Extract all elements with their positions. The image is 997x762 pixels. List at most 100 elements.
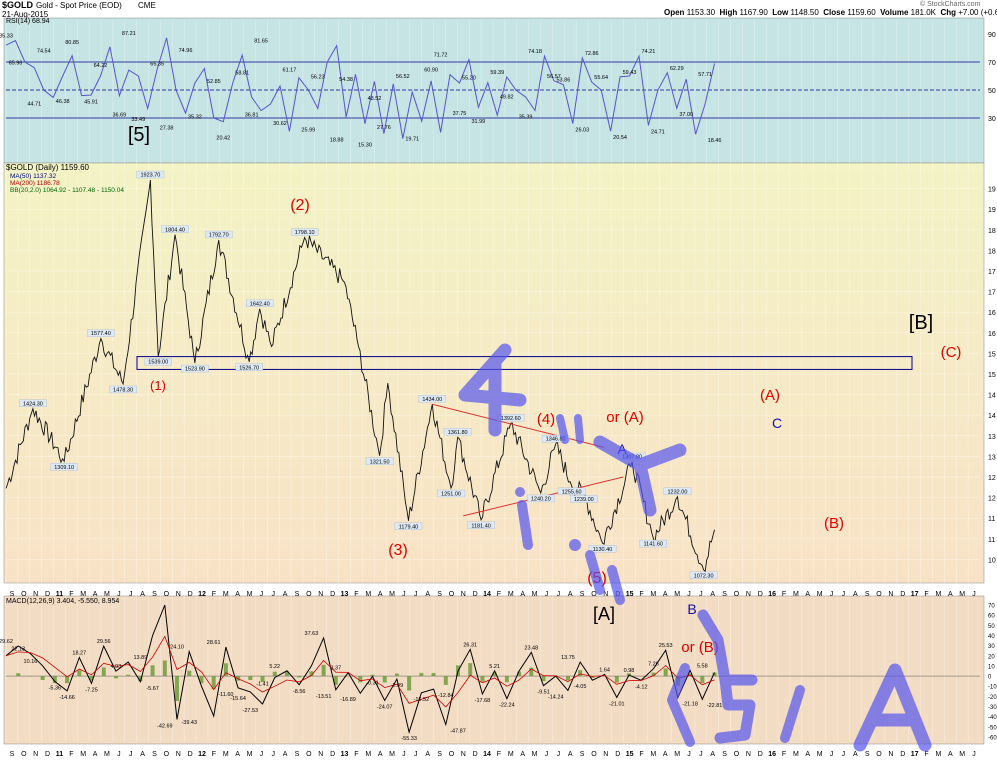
x-tick-label: J	[557, 751, 561, 758]
x-tick-label: S	[865, 751, 870, 758]
x-tick-label: J	[117, 751, 121, 758]
x-tick-label: M	[104, 591, 110, 598]
macd-value-label: 13.89	[133, 655, 147, 661]
x-tick-label: M	[247, 591, 253, 598]
pivot-label-text: 1424.30	[23, 401, 43, 407]
macd-histogram-bar	[65, 676, 70, 684]
x-tick-label: 15	[626, 591, 634, 598]
macd-value-label: 24.10	[170, 645, 184, 651]
wave-label: or (B)	[681, 639, 719, 656]
x-tick-label: N	[176, 591, 181, 598]
x-tick-label: A	[235, 751, 240, 758]
wave-label: (B)	[824, 515, 844, 532]
price-pivot-label: 1424.30	[19, 399, 47, 407]
macd-value-label: 29.56	[97, 639, 111, 645]
x-tick-label: O	[164, 591, 170, 598]
rsi-value-label: 72.86	[585, 51, 599, 57]
rsi-line	[5, 37, 715, 139]
x-tick-label: M	[674, 751, 680, 758]
macd-histogram-bar	[663, 668, 668, 677]
pivot-label-box	[418, 395, 447, 403]
macd-value-label: 4.93	[111, 664, 122, 670]
macd-value-label: 26.31	[463, 642, 477, 648]
macd-signal-line	[5, 635, 715, 708]
x-tick-label: M	[508, 591, 514, 598]
macd-value-label: 22.13	[11, 647, 25, 653]
rsi-value-label: 64.22	[94, 63, 108, 69]
pivot-label-text: 1798.10	[295, 230, 315, 236]
macd-value-label: 29.62	[0, 639, 13, 645]
overlay-dot	[515, 487, 525, 497]
x-tick-label: J	[842, 591, 846, 598]
price-pivot-label: 1240.20	[527, 494, 555, 503]
close-label: Close	[823, 8, 846, 17]
rsi-value-label: 71.72	[434, 53, 448, 59]
rsi-value-label: 81.65	[254, 39, 268, 45]
pivot-label-box	[235, 363, 263, 371]
rsi-value-label: 74.96	[179, 48, 193, 54]
open-label: Open	[664, 8, 685, 17]
price-pivot-label: 1434.00	[418, 395, 447, 403]
x-tick-label: J	[129, 751, 133, 758]
rsi-value-label: 65.35	[150, 62, 164, 68]
x-tick-label: J	[830, 751, 834, 758]
macd-histogram-bar	[223, 663, 228, 677]
pivot-label-box	[443, 428, 472, 436]
macd-histogram-bar	[529, 667, 534, 677]
overlay-scribble-jj	[585, 550, 625, 605]
macd-value-label: 5.21	[489, 664, 500, 670]
macd-value-label: -47.87	[450, 729, 466, 735]
price-pivot-label: 1130.40	[588, 545, 617, 553]
x-tick-label: F	[354, 751, 358, 758]
x-tick-label: A	[948, 751, 953, 758]
macd-value-label: -1.41	[256, 682, 269, 688]
price-y-tick: 15	[988, 351, 996, 358]
rsi-value-label: 33.49	[131, 117, 145, 123]
x-tick-label: O	[21, 751, 27, 758]
rsi-value-label: 65.96	[9, 61, 23, 67]
price-pivot-label: 1577.40	[87, 329, 115, 337]
rsi-value-label: 57.71	[698, 72, 712, 78]
price-y-tick: 16	[988, 310, 996, 317]
pivot-label-text: 1240.20	[531, 497, 551, 503]
x-tick-label: N	[318, 591, 323, 598]
price-pivot-label: 1179.40	[394, 522, 423, 530]
x-tick-label: M	[532, 751, 538, 758]
macd-value-label: -21.01	[609, 701, 625, 707]
x-tick-label: S	[295, 751, 300, 758]
x-tick-label: F	[639, 751, 643, 758]
macd-panel	[3, 595, 985, 745]
rsi-value-label: 35.39	[519, 114, 533, 120]
macd-histogram-bar	[651, 672, 656, 677]
pivot-label-box	[588, 545, 617, 553]
price-y-tick: 13	[988, 434, 996, 441]
macd-value-label: 23.48	[524, 645, 538, 651]
rsi-y-tick: 30	[988, 116, 996, 123]
x-tick-label: O	[449, 751, 455, 758]
pivot-label-box	[161, 225, 189, 233]
chart-name: Gold - Spot Price (EOD)	[36, 1, 122, 10]
price-pivot-label: 1539.00	[144, 357, 172, 366]
macd-value-label: -2.99	[391, 683, 404, 689]
macd-y-tick: 60	[988, 614, 995, 620]
rsi-panel	[3, 17, 985, 164]
rsi-value-label: 27.76	[377, 125, 391, 131]
macd-histogram-bar	[126, 674, 131, 677]
x-tick-label: A	[520, 591, 525, 598]
price-pivot-label: 1309.10	[50, 463, 78, 471]
x-tick-label: F	[782, 751, 786, 758]
x-tick-label: 14	[483, 591, 491, 598]
watermark: © StockCharts.com	[920, 1, 981, 8]
price-y-tick: 17	[988, 269, 996, 276]
x-tick-label: A	[948, 591, 953, 598]
macd-value-label: -17.68	[475, 698, 491, 704]
x-tick-label: N	[318, 751, 323, 758]
x-tick-label: F	[924, 591, 928, 598]
x-tick-label: F	[212, 591, 216, 598]
x-tick-label: J	[272, 591, 276, 598]
macd-histogram-bar	[431, 673, 436, 677]
x-tick-label: J	[129, 591, 133, 598]
x-tick-label: M	[532, 591, 538, 598]
x-tick-label: N	[461, 751, 466, 758]
macd-value-label: 37.63	[305, 631, 319, 637]
